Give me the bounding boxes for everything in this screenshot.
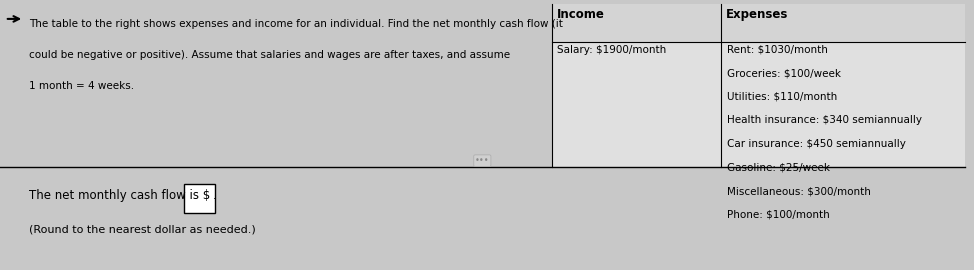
FancyBboxPatch shape [552, 4, 964, 42]
FancyBboxPatch shape [552, 4, 964, 167]
Text: 1 month = 4 weeks.: 1 month = 4 weeks. [29, 81, 134, 91]
Text: •••: ••• [475, 156, 490, 165]
Text: Utilities: $110/month: Utilities: $110/month [728, 92, 838, 102]
Text: The net monthly cash flow is $: The net monthly cash flow is $ [29, 189, 210, 202]
Text: Groceries: $100/week: Groceries: $100/week [728, 68, 842, 78]
Text: Phone: $100/month: Phone: $100/month [728, 210, 830, 220]
Text: Car insurance: $450 semiannually: Car insurance: $450 semiannually [728, 139, 906, 149]
Text: Income: Income [556, 8, 605, 21]
Text: Miscellaneous: $300/month: Miscellaneous: $300/month [728, 186, 872, 196]
Text: The table to the right shows expenses and income for an individual. Find the net: The table to the right shows expenses an… [29, 19, 563, 29]
Text: Salary: $1900/month: Salary: $1900/month [556, 45, 666, 55]
Text: .: . [213, 189, 217, 202]
Text: Health insurance: $340 semiannually: Health insurance: $340 semiannually [728, 116, 922, 126]
Text: could be negative or positive). Assume that salaries and wages are after taxes, : could be negative or positive). Assume t… [29, 50, 510, 60]
Text: Rent: $1030/month: Rent: $1030/month [728, 45, 828, 55]
Text: Expenses: Expenses [726, 8, 788, 21]
Text: (Round to the nearest dollar as needed.): (Round to the nearest dollar as needed.) [29, 224, 256, 234]
FancyBboxPatch shape [184, 184, 215, 213]
Text: Gasoline: $25/week: Gasoline: $25/week [728, 163, 831, 173]
